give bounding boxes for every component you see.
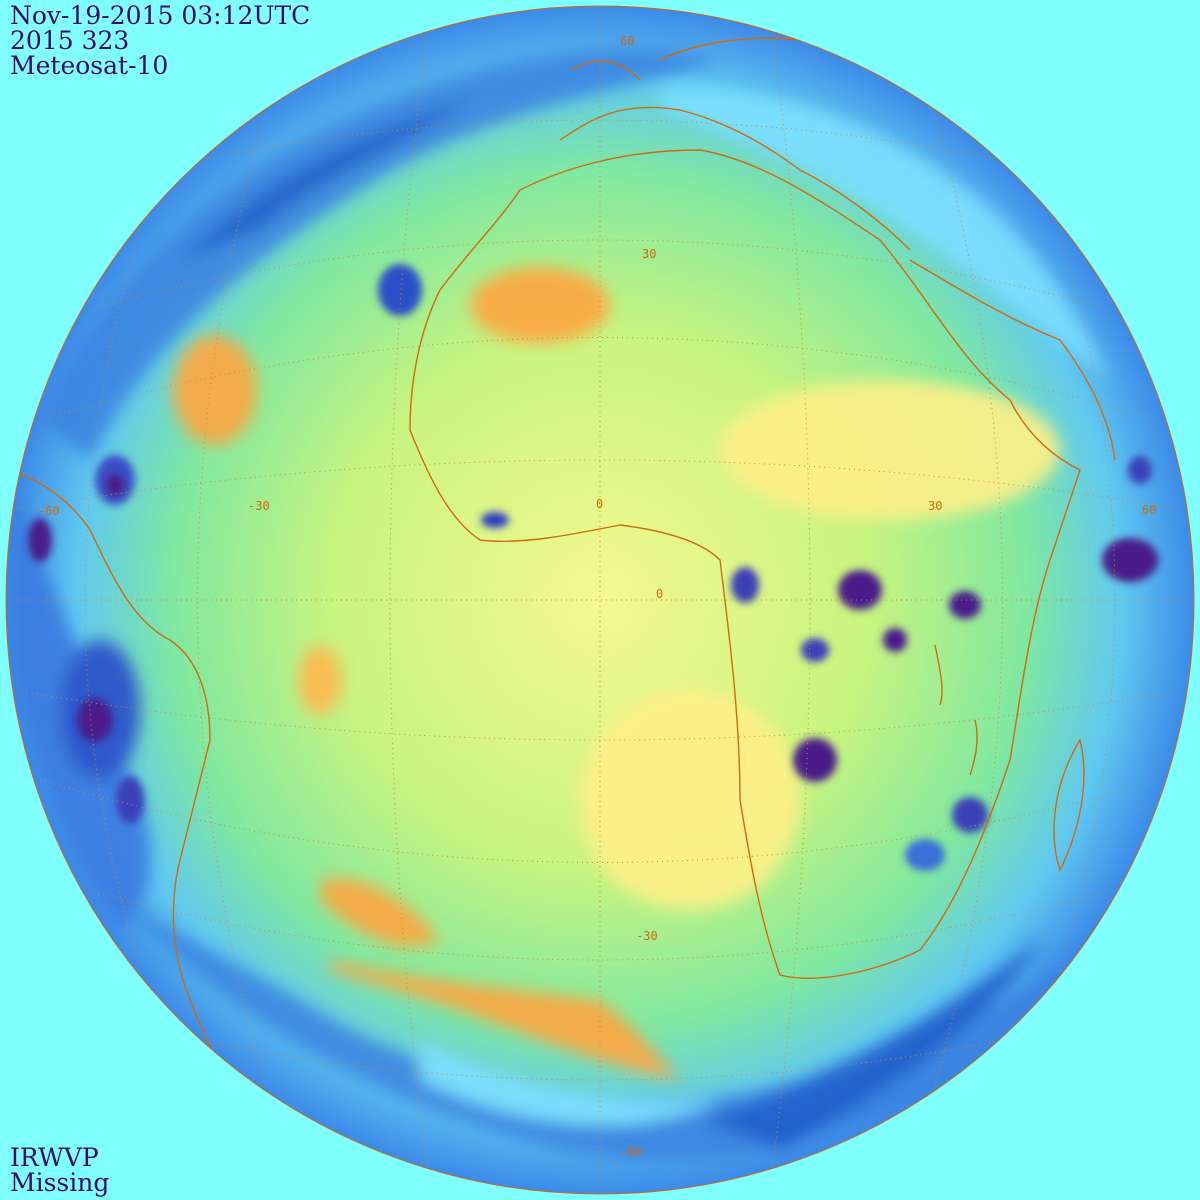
graticule <box>6 6 1194 1194</box>
dry-zones <box>173 267 1060 1080</box>
convective-cells <box>28 264 1158 871</box>
lon-label-minus60: -60 <box>38 504 60 518</box>
lat-label-0: 0 <box>656 587 663 601</box>
caption-satellite: Meteosat-10 <box>10 51 169 80</box>
madagascar-coast <box>1053 738 1085 872</box>
earth-limb <box>5 5 1195 1195</box>
lon-label-30: 30 <box>928 499 942 513</box>
lat-label-minus60: -60 <box>620 1145 642 1159</box>
south-america-coast <box>9 469 261 1121</box>
coastlines <box>9 37 1116 1121</box>
lat-label-30: 30 <box>642 247 656 261</box>
cloud-band-south <box>120 900 1120 1162</box>
africa-coast <box>409 149 1081 979</box>
lon-label-0: 0 <box>596 497 603 511</box>
earth-disk <box>6 6 1194 1194</box>
lat-label-60: 60 <box>620 34 634 48</box>
lat-label-minus30: -30 <box>636 929 658 943</box>
grid-labels: 60 30 0 -30 -60 -60 -30 0 30 60 <box>38 34 1156 1159</box>
lon-label-minus30: -30 <box>248 499 270 513</box>
lon-label-60: 60 <box>1142 503 1156 517</box>
caption-product: IRWVP <box>10 1143 99 1172</box>
caption-status: Missing <box>10 1168 110 1197</box>
caption-julian-date: 2015 323 <box>10 26 130 55</box>
caption-datetime: Nov-19-2015 03:12UTC <box>10 1 311 30</box>
